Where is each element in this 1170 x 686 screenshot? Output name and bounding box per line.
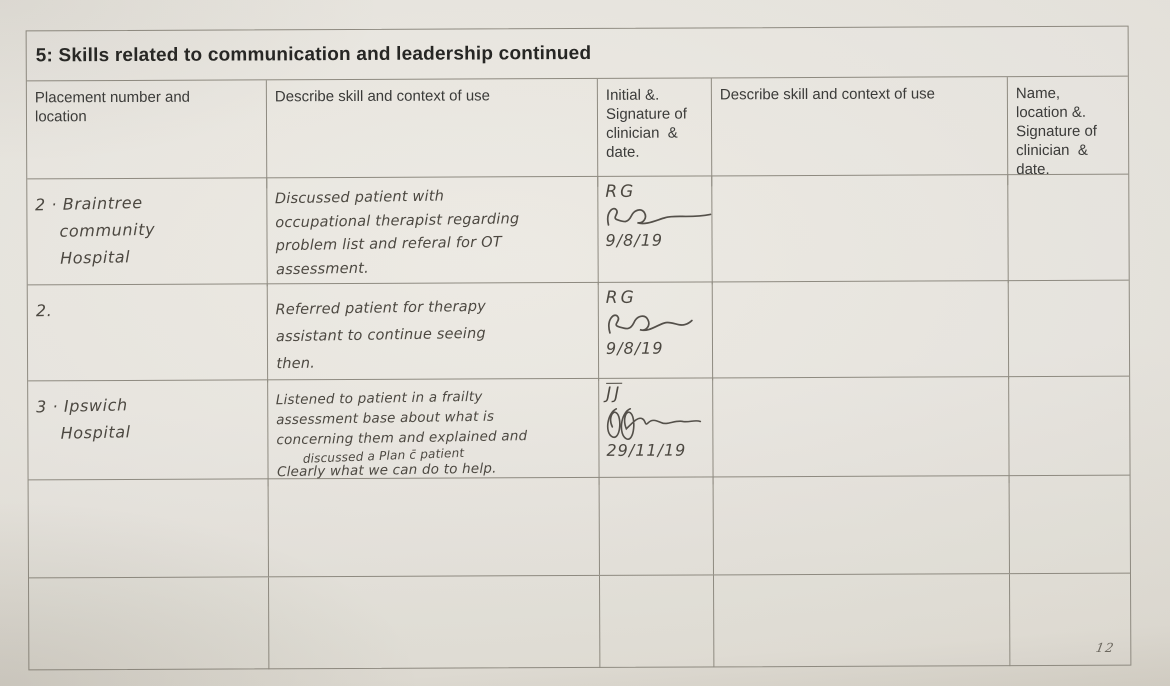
row3-placement-cell: 3 · Ipswich Hospital bbox=[28, 380, 269, 488]
row3-signature-cell: JJ 29/11/19 bbox=[599, 378, 714, 485]
signature-scribble bbox=[606, 207, 712, 226]
row1-namesig-cell bbox=[1008, 175, 1128, 284]
table-row-3: 3 · Ipswich Hospital Listened to patient… bbox=[28, 375, 1130, 488]
signature-scribble bbox=[608, 314, 693, 334]
table-row-2: 2. Referred patient for therapy assistan… bbox=[27, 279, 1130, 384]
row4-skill2-cell bbox=[713, 476, 1010, 575]
row5-skill-cell bbox=[268, 575, 601, 670]
table-row-1: 2 · Braintree community Hospital Discuss… bbox=[27, 173, 1129, 288]
row4-namesig-cell bbox=[1010, 476, 1130, 574]
row1-signature-cell: RG 9/8/19 bbox=[598, 176, 713, 285]
row2-skill2-cell bbox=[712, 281, 1010, 381]
row2-signature-cell: RG 9/8/19 bbox=[598, 282, 714, 381]
row4-placement-cell bbox=[28, 479, 269, 578]
row5-signature-cell bbox=[599, 575, 715, 668]
header-skill-right: Describe skill and context of use bbox=[711, 77, 1009, 187]
handwritten-date: 9/8/19 bbox=[605, 338, 664, 358]
row2-skill-cell: Referred patient for therapy assistant t… bbox=[267, 282, 600, 383]
handwritten-text: Hospital bbox=[60, 422, 131, 443]
row1-skill-cell: Discussed patient with occupational ther… bbox=[267, 176, 599, 287]
row3-skill2-cell bbox=[713, 377, 1010, 485]
section-title: 5: Skills related to communication and l… bbox=[35, 42, 592, 66]
handwritten-text: then. bbox=[276, 355, 316, 373]
row2-namesig-cell bbox=[1009, 281, 1129, 380]
row3-skill-cell: Listened to patient in a frailty assessm… bbox=[268, 378, 600, 487]
handwritten-date: 9/8/19 bbox=[605, 230, 664, 250]
row1-placement-cell: 2 · Braintree community Hospital bbox=[27, 178, 268, 288]
header-placement: Placement number and location bbox=[26, 80, 268, 190]
form-sheet: 5: Skills related to communication and l… bbox=[25, 25, 1132, 671]
page-number: 12 bbox=[1094, 640, 1117, 655]
handwritten-text: 2. bbox=[35, 300, 53, 321]
row5-skill2-cell bbox=[713, 574, 1011, 668]
signature-scribble bbox=[606, 407, 702, 440]
row4-signature-cell bbox=[599, 477, 714, 575]
table-row-5-empty bbox=[28, 572, 1131, 671]
header-skill-left: Describe skill and context of use bbox=[266, 78, 599, 189]
row3-namesig-cell bbox=[1009, 377, 1129, 484]
title-bar: 5: Skills related to communication and l… bbox=[27, 27, 1128, 81]
handwritten-text: assessment. bbox=[275, 260, 369, 278]
handwritten-text: Hospital bbox=[59, 247, 131, 268]
row2-placement-cell: 2. bbox=[27, 284, 269, 384]
handwritten-date: 29/11/19 bbox=[606, 440, 687, 460]
row4-skill-cell bbox=[268, 477, 600, 577]
clinician-initials: RG bbox=[605, 181, 637, 202]
row1-skill2-cell bbox=[712, 175, 1009, 285]
row5-placement-cell bbox=[29, 577, 270, 671]
header-name-signature: Name, location &. Signature of clinician… bbox=[1015, 84, 1097, 179]
clinician-initials: RG bbox=[605, 287, 637, 308]
table-header-row: Placement number and location Describe s… bbox=[26, 75, 1129, 190]
clinician-initials: JJ bbox=[606, 383, 623, 404]
header-initial-signature: Initial &. Signature of clinician & date… bbox=[597, 78, 713, 187]
table-row-4-empty bbox=[28, 474, 1130, 578]
